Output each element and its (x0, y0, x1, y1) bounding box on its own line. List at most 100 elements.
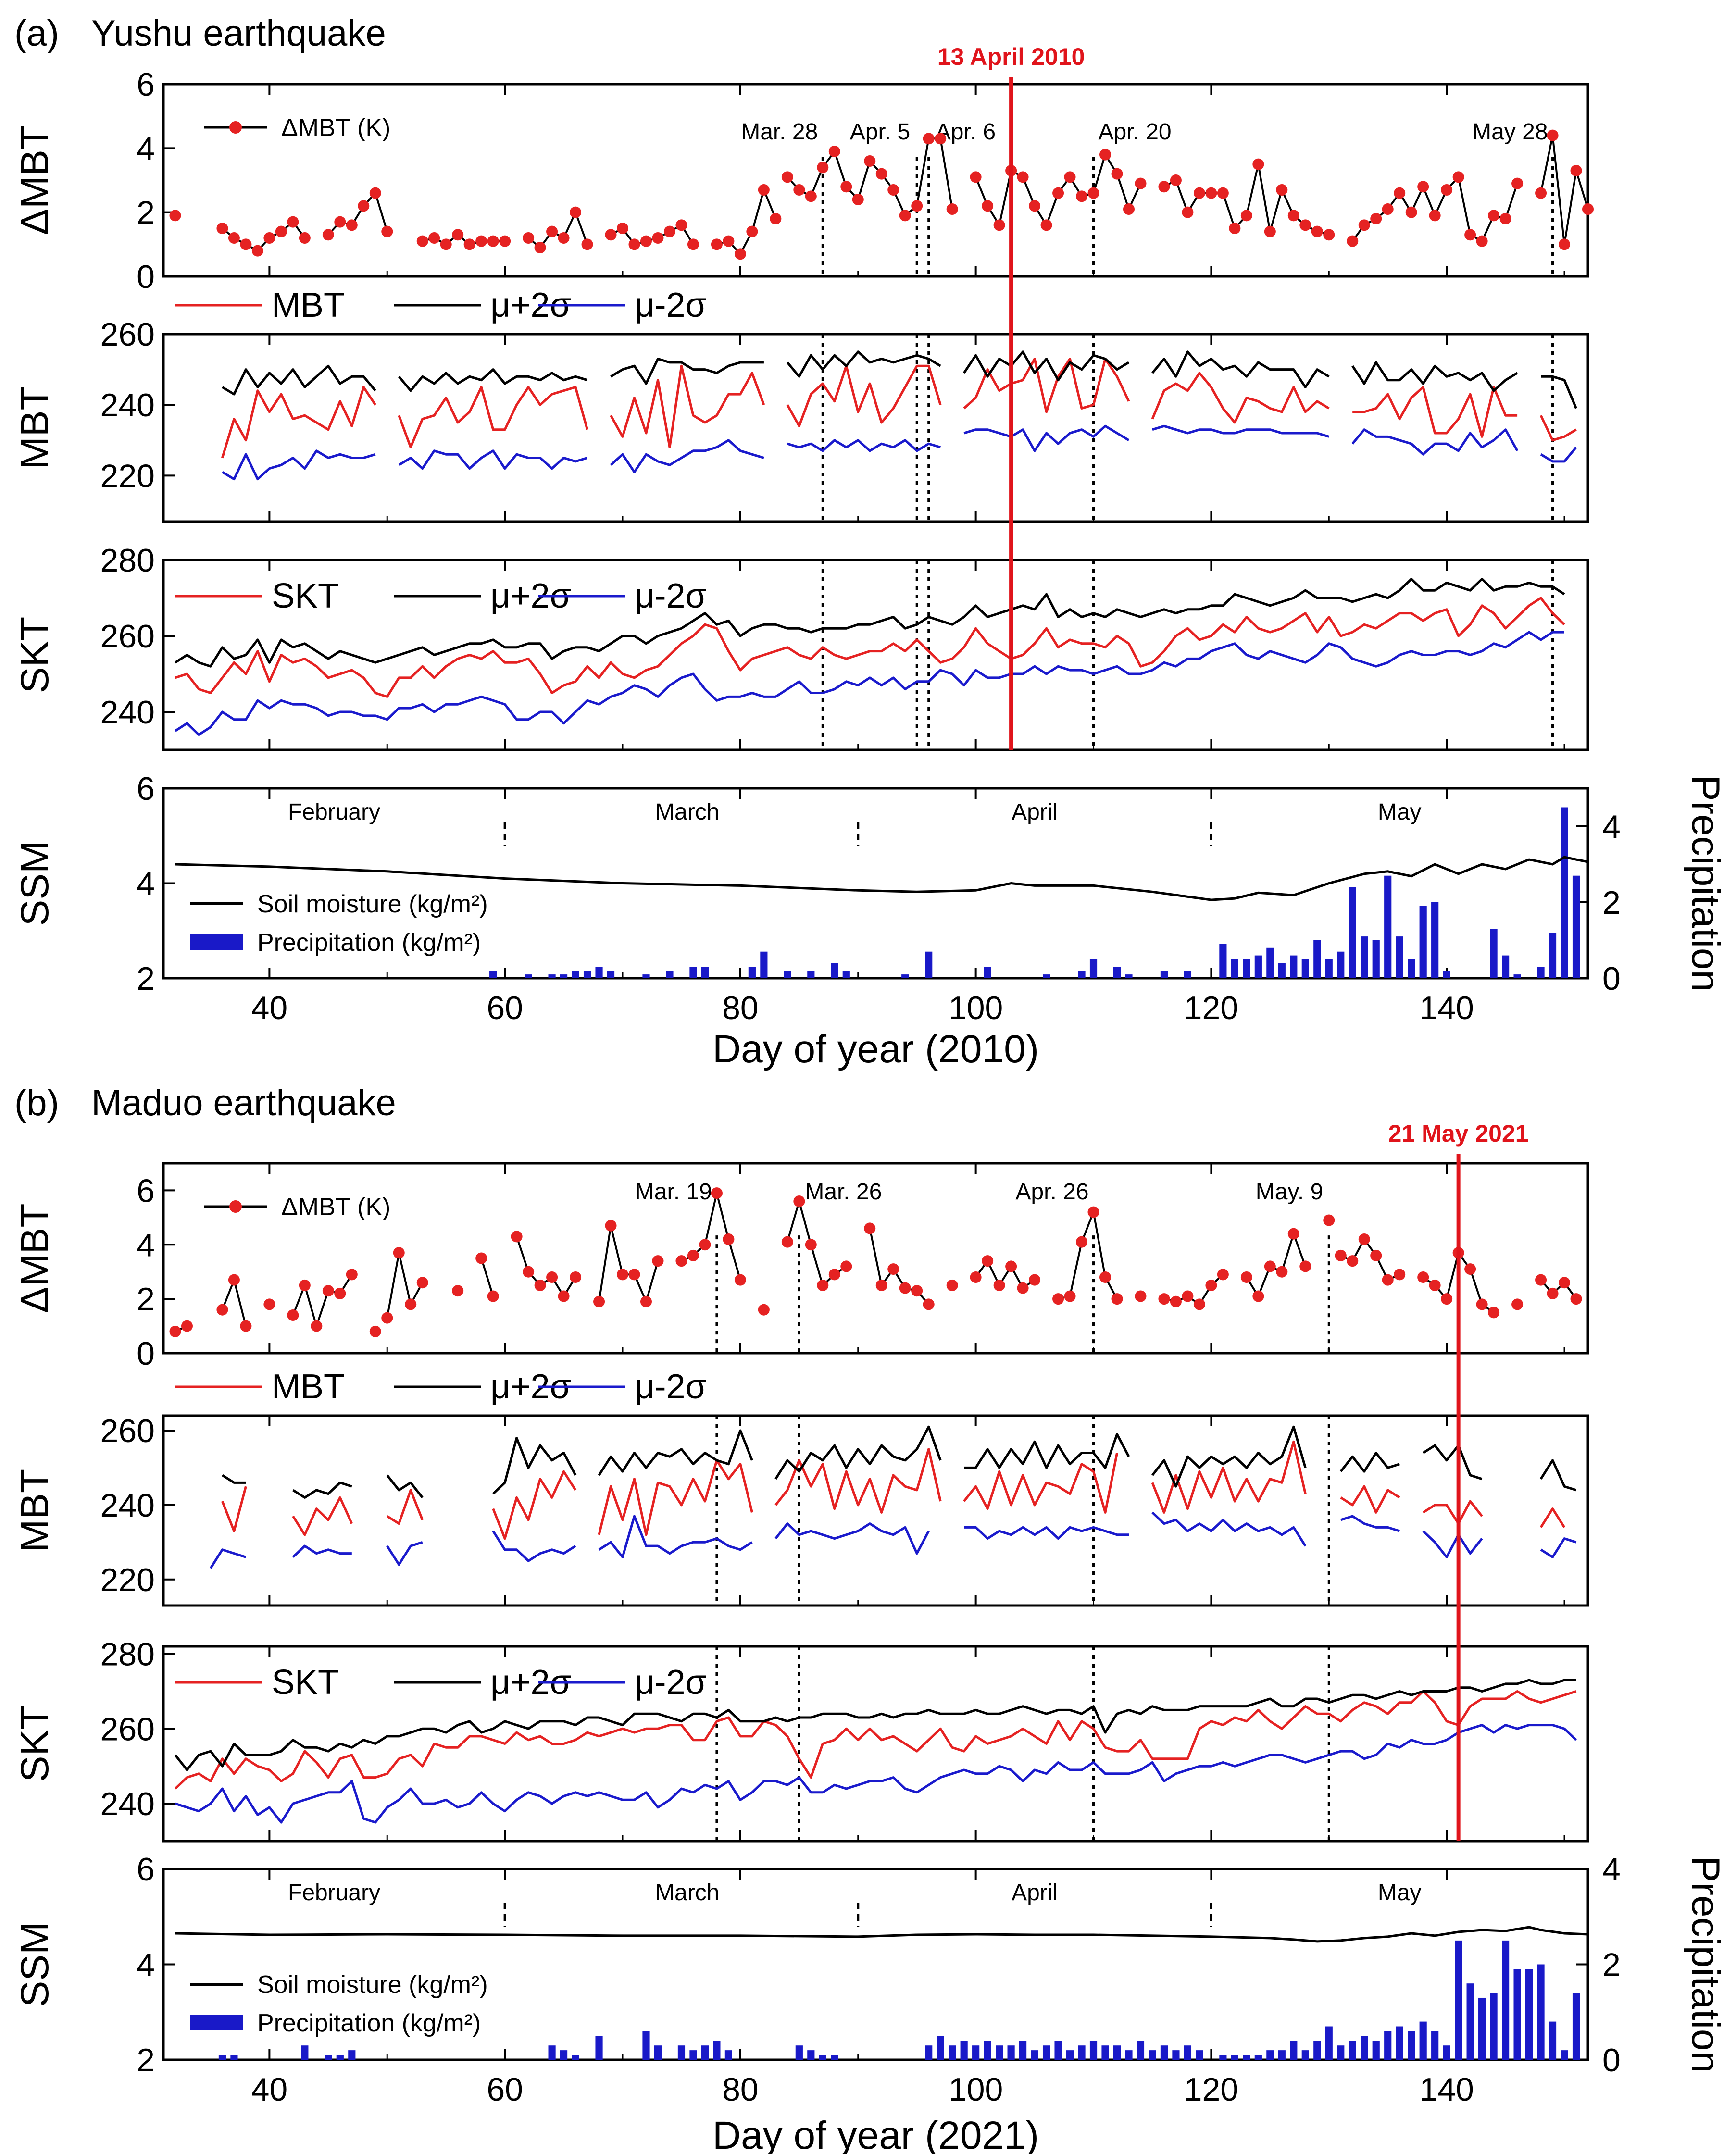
precip-bar (1561, 807, 1568, 978)
y-tick-label: 220 (100, 458, 155, 494)
precip-bar (984, 2041, 991, 2060)
dmbt-point (1217, 187, 1229, 199)
plot-frame (162, 559, 1589, 751)
precip-bar (1384, 2031, 1392, 2060)
series-mu-plus-2sigma (174, 1679, 1576, 1771)
dmbt-point (746, 225, 758, 237)
dmbt-point (511, 1231, 523, 1243)
dmbt-point (346, 1269, 358, 1281)
dmbt-point (251, 245, 263, 257)
precip-bar (1219, 2055, 1227, 2060)
legend-mu-minus-2sigma-text: μ-2σ (635, 286, 707, 324)
dmbt-point (817, 162, 829, 174)
dmbt-point (1099, 1271, 1112, 1283)
y2-tick-label: 4 (1602, 809, 1621, 845)
dmbt-point (911, 1285, 923, 1297)
dmbt-point (1511, 1298, 1524, 1310)
dmbt-point (1005, 1260, 1017, 1272)
series-mu-minus-2sigma (610, 439, 764, 473)
precip-bar (607, 971, 615, 978)
y2-tick-label: 2 (1602, 884, 1621, 921)
precip-bar (1325, 959, 1333, 978)
precip-bar (1313, 940, 1321, 978)
dmbt-point (334, 216, 346, 228)
precip-bar (1301, 959, 1309, 978)
dmbt-point (758, 184, 770, 196)
y-axis-label: MBT (13, 1469, 57, 1552)
plot-frame (162, 333, 1589, 523)
dmbt-point (1287, 1228, 1299, 1240)
dmbt-point (1441, 1293, 1453, 1305)
dmbt-point (1547, 1287, 1559, 1299)
precip-bar (1361, 936, 1368, 978)
precip-bar (1337, 951, 1345, 978)
dmbt-point (1559, 238, 1571, 250)
series-mbt (1340, 1485, 1400, 1514)
precip-bar (1125, 974, 1133, 978)
series-mu-minus-2sigma (963, 424, 1130, 452)
precip-bar (1243, 2055, 1250, 2060)
precip-bar (489, 971, 497, 978)
dmbt-point (1076, 1236, 1088, 1248)
series-mu-minus-2sigma (222, 449, 376, 481)
dmbt-point (369, 187, 381, 199)
series-mu-plus-2sigma (1151, 1425, 1307, 1488)
month-label: May (1378, 1880, 1422, 1905)
series-mu-minus-2sigma (398, 449, 588, 470)
precip-bar (1537, 967, 1545, 978)
dmbt-point (817, 1279, 829, 1291)
y-tick-label: 260 (100, 618, 155, 655)
dmbt-point (828, 146, 840, 157)
precip-bar (1125, 2050, 1133, 2060)
legend-skt-text: SKT (272, 1663, 339, 1702)
dmbt-point (1135, 1290, 1147, 1302)
dmbt-point (1452, 171, 1464, 183)
dmbt-point (1476, 235, 1488, 247)
dmbt-point (699, 1239, 711, 1251)
precip-bar (1478, 1997, 1486, 2060)
precip-bar (1419, 2021, 1427, 2060)
precip-bar (1278, 2050, 1286, 2060)
series-mu-minus-2sigma (492, 1530, 576, 1562)
dmbt-point (452, 229, 464, 241)
dmbt-point (1252, 158, 1264, 170)
dmbt-point (734, 1274, 746, 1286)
dmbt-point (1570, 1293, 1582, 1305)
x-tick-label: 80 (722, 990, 759, 1026)
y-tick-label: 4 (137, 130, 155, 167)
dmbt-point (875, 1279, 887, 1291)
y-tick-label: 240 (100, 1487, 155, 1524)
legend-precip-text: Precipitation (kg/m²) (257, 929, 481, 957)
series-mbt (1539, 1507, 1566, 1528)
precip-bar (595, 2036, 603, 2060)
dmbt-point (652, 1255, 664, 1267)
legend-mbt-text: MBT (272, 1368, 345, 1406)
dmbt-point (322, 1285, 334, 1297)
dmbt-point (1335, 1249, 1347, 1261)
dmbt-point (263, 1298, 275, 1310)
precip-bar (1572, 1993, 1580, 2060)
precip-bar (1490, 1993, 1498, 2060)
anomaly-label: Mar. 19 (635, 1179, 712, 1205)
panel-a: (a) Yushu earthquake 0 2 4 6 ΔMBT Mar. 28 Apr. 5… (13, 13, 1727, 1071)
panel-letter: (a) (14, 13, 59, 54)
dmbt-line (527, 210, 588, 249)
y-axis-label: ΔMBT (13, 1204, 57, 1313)
dmbt-point (1488, 1307, 1500, 1319)
precip-bar (1396, 2026, 1403, 2060)
precip-bar (1254, 2055, 1262, 2060)
precip-bar (1513, 974, 1521, 978)
month-label: May (1378, 799, 1422, 825)
precip-bar (1384, 875, 1392, 978)
series-mbt (1539, 415, 1577, 442)
series-mu-plus-2sigma (175, 578, 1565, 668)
dmbt-point (1076, 190, 1088, 202)
y-tick-label: 220 (100, 1562, 155, 1598)
dmbt-point (499, 235, 511, 247)
series-mu-minus-2sigma (964, 1526, 1129, 1540)
precip-bar (925, 951, 933, 978)
series-mu-plus-2sigma (1351, 361, 1518, 392)
legend-mu-minus-2sigma-text: μ-2σ (635, 1368, 707, 1406)
